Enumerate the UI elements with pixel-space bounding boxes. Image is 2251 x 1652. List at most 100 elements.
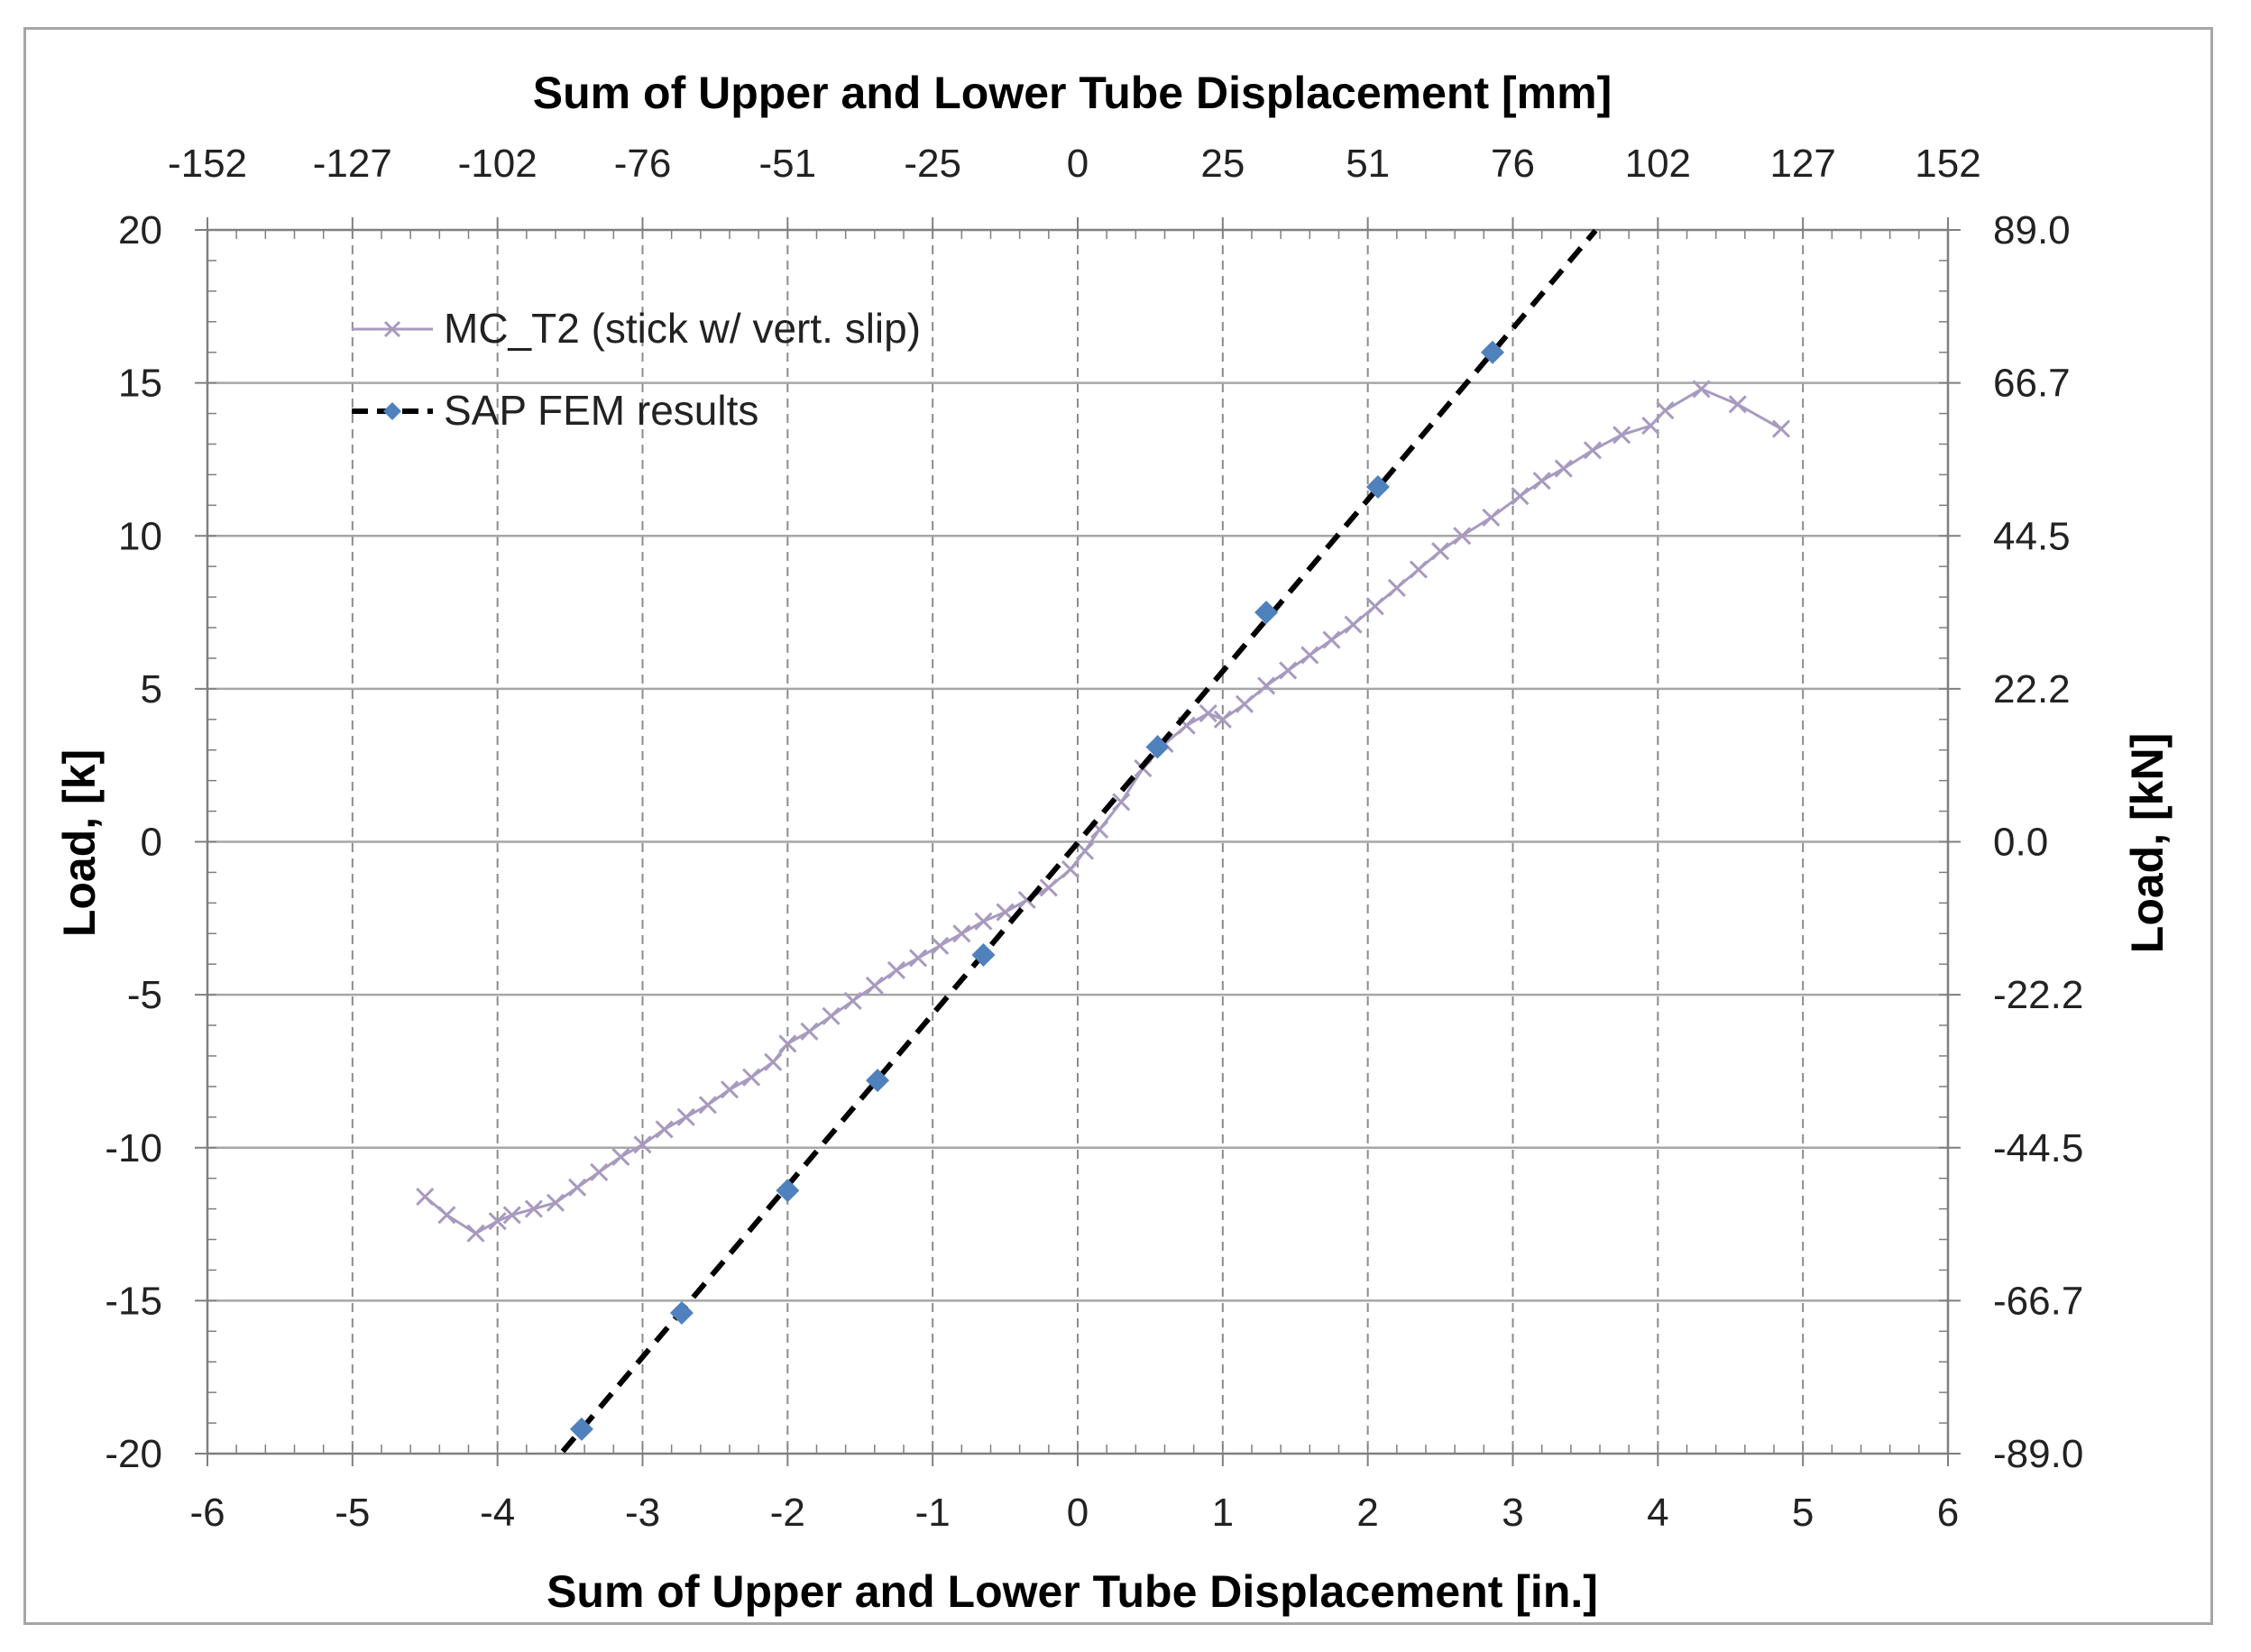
- x-top-tick-label: 0: [1067, 142, 1089, 186]
- y-right-tick-label: 44.5: [1993, 514, 2071, 558]
- y-left-tick-label: -20: [105, 1432, 162, 1476]
- x-top-tick-label: -102: [458, 142, 537, 186]
- x-top-tick-label: 51: [1346, 142, 1390, 186]
- series-mc-t2-point: [1409, 560, 1429, 579]
- series-mc-t2-point: [1344, 615, 1363, 634]
- series-mc-t2-point: [466, 1224, 485, 1243]
- y-left-tick-label: 0: [141, 821, 162, 865]
- series-mc-t2-point: [1061, 859, 1080, 879]
- series-mc-t2-point: [1532, 472, 1551, 491]
- x-top-tick-label: -25: [904, 142, 961, 186]
- x-top-tick-label: -127: [313, 142, 392, 186]
- x-bottom-tick-label: -5: [335, 1491, 370, 1535]
- axes-layer: [195, 217, 1961, 1466]
- x-bottom-tick-label: -1: [915, 1491, 951, 1535]
- x-bottom-tick-label: -4: [480, 1491, 515, 1535]
- y-left-tick-label: -5: [127, 973, 162, 1017]
- series-mc-t2-point: [909, 949, 928, 968]
- series-mc-t2-point: [1075, 841, 1095, 860]
- y-right-tick-label: -89.0: [1993, 1432, 2083, 1476]
- series-mc-t2-point: [1453, 527, 1472, 546]
- series-mc-t2-point: [865, 976, 884, 996]
- bottom-axis-title: Sum of Upper and Lower Tube Displacement…: [547, 1566, 1598, 1617]
- series-mc-t2-point: [1039, 878, 1058, 897]
- x-top-tick-label: 152: [1915, 142, 1980, 186]
- series-mc-t2-point: [1641, 417, 1660, 436]
- series-mc-t2-point: [524, 1199, 543, 1218]
- series-mc-t2-point: [1387, 578, 1406, 597]
- series-mc-t2-point: [1482, 508, 1501, 527]
- series-mc-t2-point: [676, 1107, 695, 1126]
- x-top-tick-label: 25: [1200, 142, 1245, 186]
- series-mc-t2-point: [1692, 380, 1711, 399]
- series-mc-t2-point: [996, 903, 1015, 922]
- series-mc-t2-point: [742, 1068, 761, 1087]
- y-left-tick-label: -10: [105, 1126, 162, 1170]
- top-axis-title: Sum of Upper and Lower Tube Displacement…: [533, 68, 1612, 118]
- series-mc-t2-point: [931, 936, 950, 955]
- series-mc-t2-point: [1612, 426, 1631, 445]
- series-sap-fem-line: [560, 228, 1598, 1454]
- series-sap-fem-point: [866, 1069, 890, 1093]
- legend: MC_T2 (stick w/ vert. slip) SAP FEM resu…: [352, 305, 921, 434]
- legend-marker-sap-fem: [383, 402, 401, 420]
- grid-layer: [207, 230, 1948, 1454]
- series-mc-t2-point: [778, 1034, 797, 1053]
- series-mc-t2-point: [1112, 793, 1131, 812]
- series-mc-t2-point: [1213, 710, 1232, 729]
- y-right-tick-label: -22.2: [1993, 973, 2083, 1017]
- series-mc-t2-point: [720, 1080, 740, 1099]
- series-mc-t2-point: [1656, 401, 1675, 420]
- series-sap-fem-point: [1480, 340, 1504, 364]
- legend-label-sap-fem: SAP FEM results: [444, 387, 758, 434]
- legend-marker-mc-t2: [383, 320, 401, 338]
- series-sap-fem-point: [971, 943, 996, 968]
- series-sap-fem-point: [1145, 735, 1170, 759]
- tick-labels: -6-152-5-127-4-102-3-76-2-51-1-250012525…: [105, 142, 2083, 1535]
- series-mc-t2-point: [590, 1162, 609, 1181]
- x-bottom-tick-label: 5: [1792, 1491, 1814, 1535]
- y-left-tick-label: 15: [118, 362, 162, 406]
- y-right-tick-label: 22.2: [1993, 667, 2071, 711]
- series-mc-t2-point: [502, 1206, 521, 1225]
- series-sap-fem-point: [776, 1179, 800, 1203]
- series-mc-t2-point: [764, 1052, 783, 1071]
- y-right-tick-label: 66.7: [1993, 362, 2071, 406]
- series-mc-t2-point: [952, 924, 971, 943]
- series-sap-fem-point: [669, 1300, 694, 1325]
- y-right-tick-label: -44.5: [1993, 1126, 2083, 1170]
- y-left-tick-label: 20: [118, 208, 162, 252]
- x-top-tick-label: -152: [168, 142, 247, 186]
- series-sap-fem-point: [1254, 601, 1279, 625]
- x-top-tick-label: 127: [1769, 142, 1835, 186]
- series-mc-t2-point: [1728, 395, 1747, 414]
- series-mc-t2-point: [1554, 459, 1573, 478]
- x-bottom-tick-label: 0: [1067, 1491, 1089, 1535]
- y-right-tick-label: -66.7: [1993, 1279, 2083, 1323]
- x-bottom-tick-label: -3: [625, 1491, 660, 1535]
- series-mc-t2-point: [1365, 597, 1384, 616]
- series-mc-t2-point: [488, 1212, 507, 1231]
- series-mc-t2-point: [1322, 630, 1341, 649]
- series-mc-t2-point: [1511, 487, 1530, 506]
- x-bottom-tick-label: 4: [1647, 1491, 1668, 1535]
- series-mc-t2-point: [974, 912, 993, 931]
- x-bottom-tick-label: 3: [1502, 1491, 1523, 1535]
- series-mc-t2-point: [887, 960, 906, 980]
- y-right-tick-label: 0.0: [1993, 821, 2048, 865]
- series-mc-t2-point: [1300, 646, 1319, 665]
- x-bottom-tick-label: -2: [770, 1491, 805, 1535]
- x-bottom-tick-label: -6: [189, 1491, 225, 1535]
- series-mc-t2-point: [1257, 676, 1276, 695]
- series-layer: [416, 228, 1791, 1454]
- series-mc-t2-point: [437, 1206, 456, 1225]
- y-left-tick-label: -15: [105, 1279, 162, 1323]
- legend-label-mc-t2: MC_T2 (stick w/ vert. slip): [444, 305, 921, 352]
- x-top-tick-label: -76: [614, 142, 672, 186]
- x-bottom-tick-label: 1: [1212, 1491, 1234, 1535]
- series-sap-fem-point: [1365, 474, 1390, 499]
- series-mc-t2-point: [568, 1178, 587, 1197]
- y-right-tick-label: 89.0: [1993, 208, 2071, 252]
- y-left-tick-label: 5: [141, 667, 162, 711]
- right-axis-title: Load, [kN]: [2122, 733, 2173, 953]
